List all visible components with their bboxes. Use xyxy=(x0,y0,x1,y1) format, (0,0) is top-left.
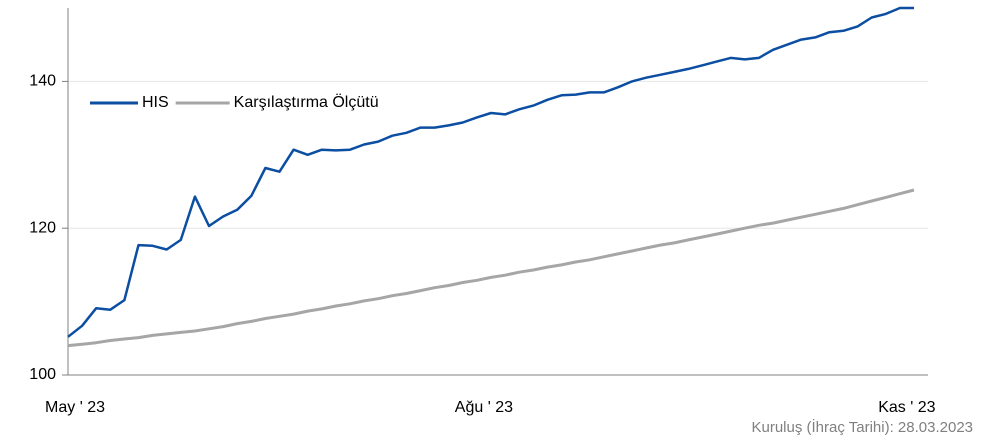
x-tick-label: Kas ' 23 xyxy=(878,399,935,416)
y-tick-label: 140 xyxy=(29,73,56,90)
legend-label: Karşılaştırma Ölçütü xyxy=(234,93,379,111)
y-tick-label: 120 xyxy=(29,219,56,236)
y-tick-label: 100 xyxy=(29,366,56,383)
series-line xyxy=(67,188,915,348)
x-tick-label: Ağu ' 23 xyxy=(455,399,513,416)
legend-label: HIS xyxy=(142,94,169,111)
footnote: Kuruluş (İhraç Tarihi): 28.03.2023 xyxy=(751,418,973,436)
x-tick-label: May ' 23 xyxy=(45,399,105,416)
series-line xyxy=(67,6,914,338)
